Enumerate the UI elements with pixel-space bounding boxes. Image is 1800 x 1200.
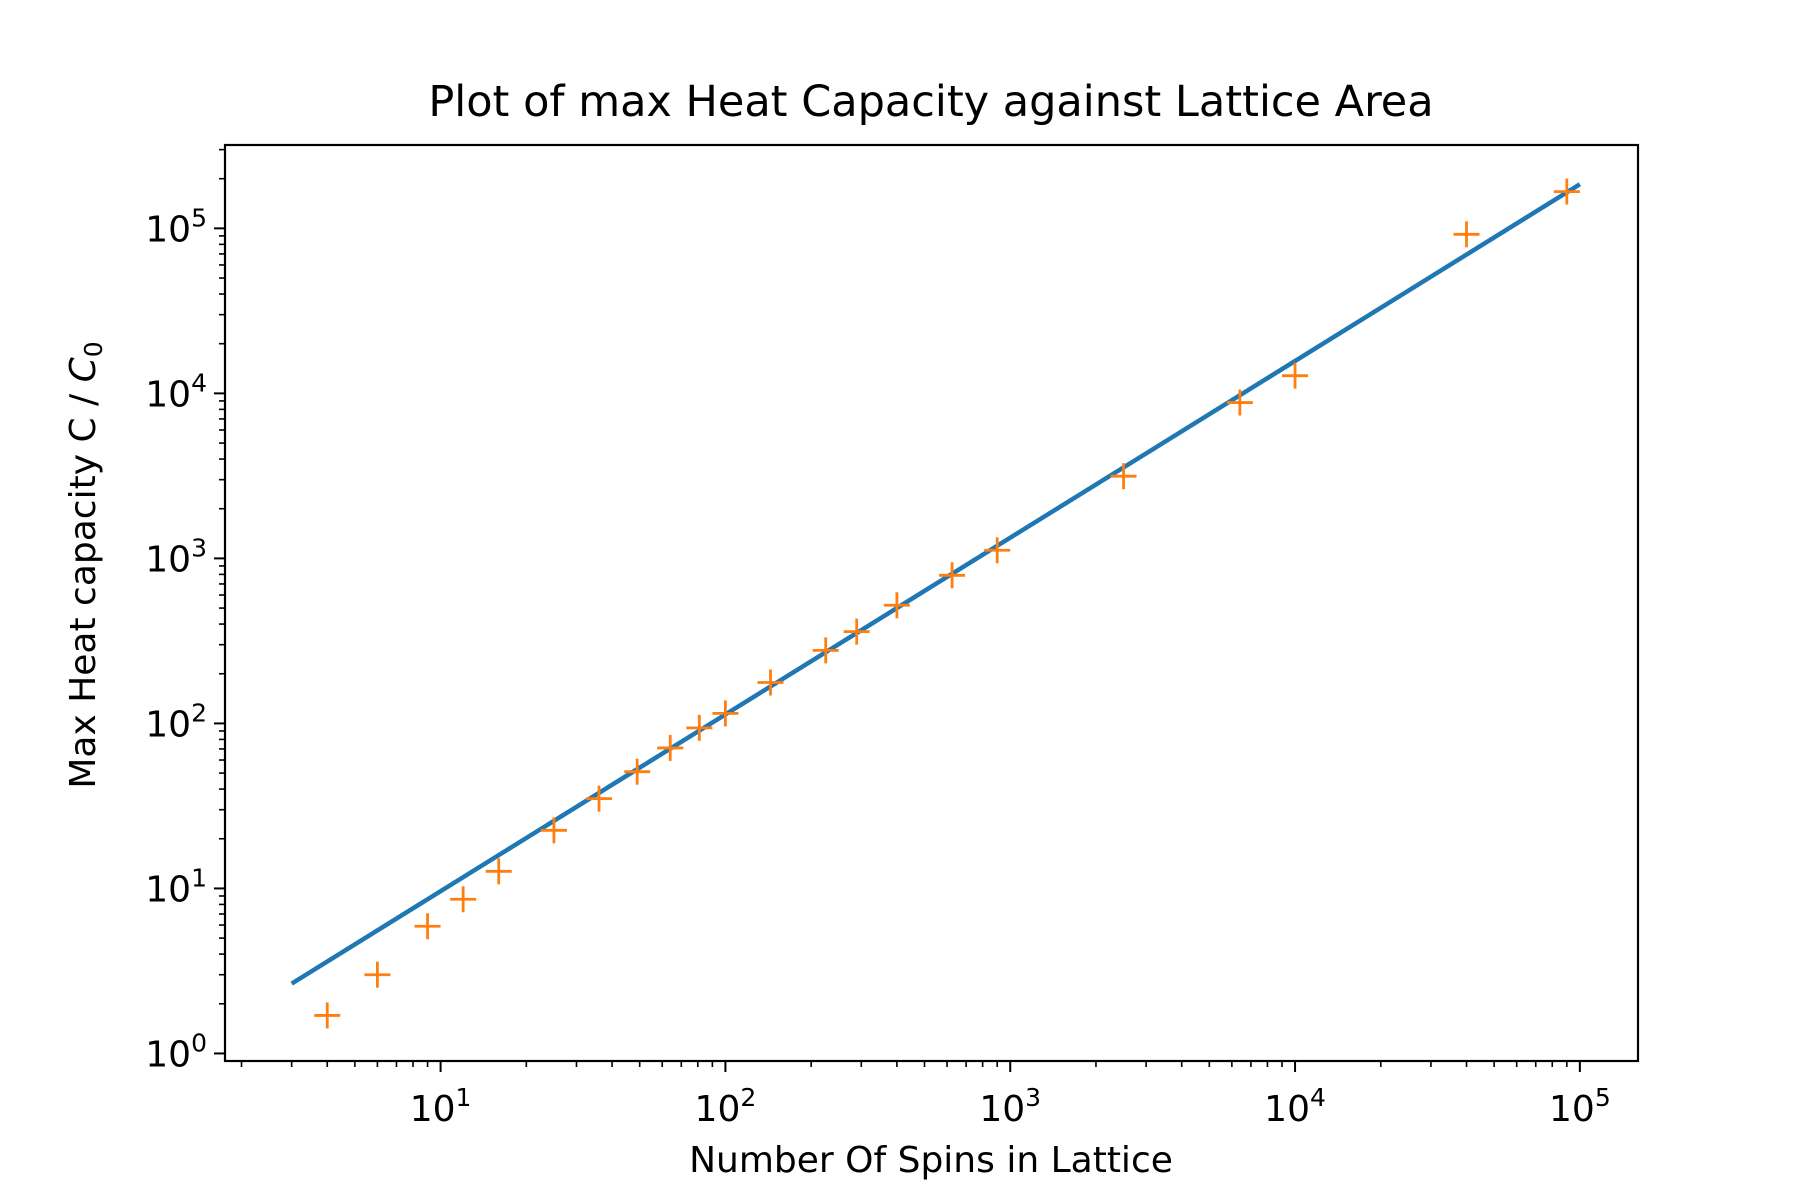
x-tick-label: 105 xyxy=(1549,1083,1611,1130)
data-point xyxy=(939,562,966,589)
x-tick-label: 104 xyxy=(1264,1083,1326,1130)
data-point xyxy=(450,886,477,913)
data-point xyxy=(843,618,870,645)
data-point xyxy=(686,714,713,741)
data-point xyxy=(314,1002,341,1029)
data-point xyxy=(657,734,684,761)
data-point xyxy=(812,637,839,664)
data-point xyxy=(586,785,613,812)
data-point xyxy=(485,858,512,885)
y-tick-label: 105 xyxy=(145,203,207,250)
data-point xyxy=(540,817,567,844)
y-tick-label: 104 xyxy=(145,368,207,415)
data-point xyxy=(1553,178,1580,205)
y-tick-label: 101 xyxy=(145,863,207,910)
data-point xyxy=(984,537,1011,564)
y-tick-label: 102 xyxy=(145,698,207,745)
x-axis-label: Number Of Spins in Lattice xyxy=(689,1140,1173,1181)
plot-area xyxy=(290,178,1582,1029)
data-point xyxy=(1110,463,1137,490)
data-point xyxy=(757,669,784,696)
chart-title: Plot of max Heat Capacity against Lattic… xyxy=(428,77,1433,127)
data-point xyxy=(883,592,910,619)
axes-frame xyxy=(223,143,1640,1063)
tick-labels: 101 102 103 104 105 100 101 102 103 104 105 xyxy=(145,203,1610,1130)
y-axis-label-symbol: C xyxy=(63,356,104,382)
data-point xyxy=(414,913,441,940)
data-point xyxy=(712,700,739,727)
data-point xyxy=(1453,221,1480,248)
x-tick-label: 101 xyxy=(410,1083,472,1130)
y-tick-label: 103 xyxy=(145,533,207,580)
data-point xyxy=(1282,362,1309,389)
y-axis-label-text: Max Heat capacity C / xyxy=(63,382,104,788)
fit-line xyxy=(290,182,1582,986)
y-axis-label: Max Heat capacity C / C0 xyxy=(63,341,108,788)
x-tick-label: 103 xyxy=(979,1083,1041,1130)
y-tick-label: 100 xyxy=(145,1028,207,1075)
data-point xyxy=(364,961,391,988)
x-tick-label: 102 xyxy=(695,1083,757,1130)
y-axis-label-subscript: 0 xyxy=(79,341,108,357)
data-point xyxy=(624,758,651,785)
data-point xyxy=(1226,389,1253,416)
